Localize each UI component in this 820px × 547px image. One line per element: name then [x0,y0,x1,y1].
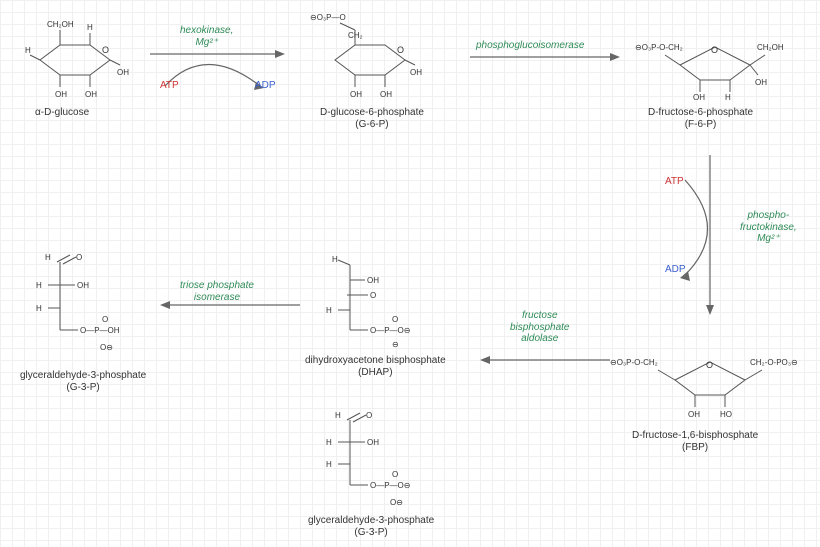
cofactor-adp1: ADP [255,80,276,92]
svg-text:H: H [87,23,93,32]
svg-text:O⊖: O⊖ [390,498,403,507]
svg-text:O: O [76,253,82,262]
svg-text:O: O [102,315,108,324]
enzyme-pgi: phosphoglucoisomerase [476,40,584,52]
arrow-aldolase [480,355,610,365]
mol-fbp: O ⊖O₃P-O-CH₂ CH₂-O-PO₃⊖ OH HO [610,330,805,425]
svg-text:OH: OH [410,68,422,77]
svg-text:H: H [335,411,341,420]
svg-text:H: H [332,255,338,264]
svg-text:H: H [36,281,42,290]
svg-text:O: O [102,45,109,55]
svg-text:CH₂OH: CH₂OH [757,43,784,52]
mol-f6p: O ⊖O₃P-O-CH₂ CH₂OH OH H OH [635,5,790,100]
cofactor-atp1: ATP [160,80,179,92]
mol-g6p: O ⊖O₃P—O CH₂ OH OH OH [310,5,430,100]
label-glucose: α-D-glucose [35,107,89,119]
label-g3p-left: glyceraldehyde-3-phosphate (G-3-P) [20,370,146,393]
enzyme-tpi: triose phosphate isomerase [180,280,254,303]
svg-text:H: H [25,46,31,55]
svg-text:H: H [326,460,332,469]
svg-text:OH: OH [688,410,700,419]
arrow-pfk [700,155,745,315]
svg-text:O: O [392,315,398,324]
svg-text:OH: OH [350,90,362,99]
enzyme-pfk: phospho- fructokinase, Mg²⁺ [740,210,797,245]
svg-text:CH₂OH: CH₂OH [47,20,74,29]
svg-text:CH₂: CH₂ [348,31,363,40]
svg-text:O: O [392,470,398,479]
svg-text:OH: OH [380,90,392,99]
svg-text:H: H [326,306,332,315]
svg-text:OH: OH [55,90,67,99]
svg-text:⊖O₃P-O-CH₂: ⊖O₃P-O-CH₂ [635,43,683,52]
label-f6p: D-fructose-6-phosphate (F-6-P) [648,107,753,130]
svg-text:OH: OH [367,276,379,285]
svg-text:O—P—O⊖: O—P—O⊖ [370,326,410,335]
mol-g3p-left: O H H OH H O—P—OH O O⊖ [30,250,145,360]
svg-text:⊖: ⊖ [392,340,399,349]
label-dhap: dihydroxyacetone bisphosphate (DHAP) [305,355,446,378]
svg-text:⊖O₃P-O-CH₂: ⊖O₃P-O-CH₂ [610,358,658,367]
svg-text:H: H [36,304,42,313]
svg-text:OH: OH [85,90,97,99]
arrow-pgi [470,52,620,62]
svg-text:H: H [326,438,332,447]
svg-text:O: O [706,360,713,370]
svg-text:O: O [370,291,376,300]
label-g3p-bottom: glyceraldehyde-3-phosphate (G-3-P) [308,515,434,538]
mol-g3p-bottom: O H H OH H O—P—O⊖ O O⊖ [320,410,435,510]
svg-text:CH₂-O-PO₃⊖: CH₂-O-PO₃⊖ [750,358,798,367]
svg-text:OH: OH [693,93,705,100]
svg-text:O: O [711,45,718,55]
svg-text:H: H [725,93,731,100]
svg-text:OH: OH [117,68,129,77]
svg-text:O: O [366,411,372,420]
svg-text:HO: HO [720,410,732,419]
svg-text:O⊖: O⊖ [100,343,113,352]
enzyme-hexokinase: hexokinase, Mg²⁺ [180,25,233,48]
svg-text:O—P—OH: O—P—OH [80,326,120,335]
mol-dhap: H OH O H O—P—O⊖ O ⊖ [320,250,435,350]
svg-text:O: O [397,45,404,55]
svg-text:OH: OH [77,281,89,290]
svg-text:⊖O₃P—O: ⊖O₃P—O [310,13,346,22]
svg-text:OH: OH [367,438,379,447]
svg-text:OH: OH [755,78,767,87]
svg-text:O—P—O⊖: O—P—O⊖ [370,481,410,490]
mol-glucose: O CH₂OH OH OH H OH H [25,5,130,100]
enzyme-aldolase: fructose bisphosphate aldolase [510,310,570,345]
label-fbp: D-fructose-1,6-bisphosphate (FBP) [632,430,758,453]
svg-text:H: H [45,253,51,262]
cofactor-atp2: ATP [665,176,684,188]
cofactor-adp2: ADP [665,264,686,276]
label-g6p: D-glucose-6-phosphate (G-6-P) [320,107,424,130]
